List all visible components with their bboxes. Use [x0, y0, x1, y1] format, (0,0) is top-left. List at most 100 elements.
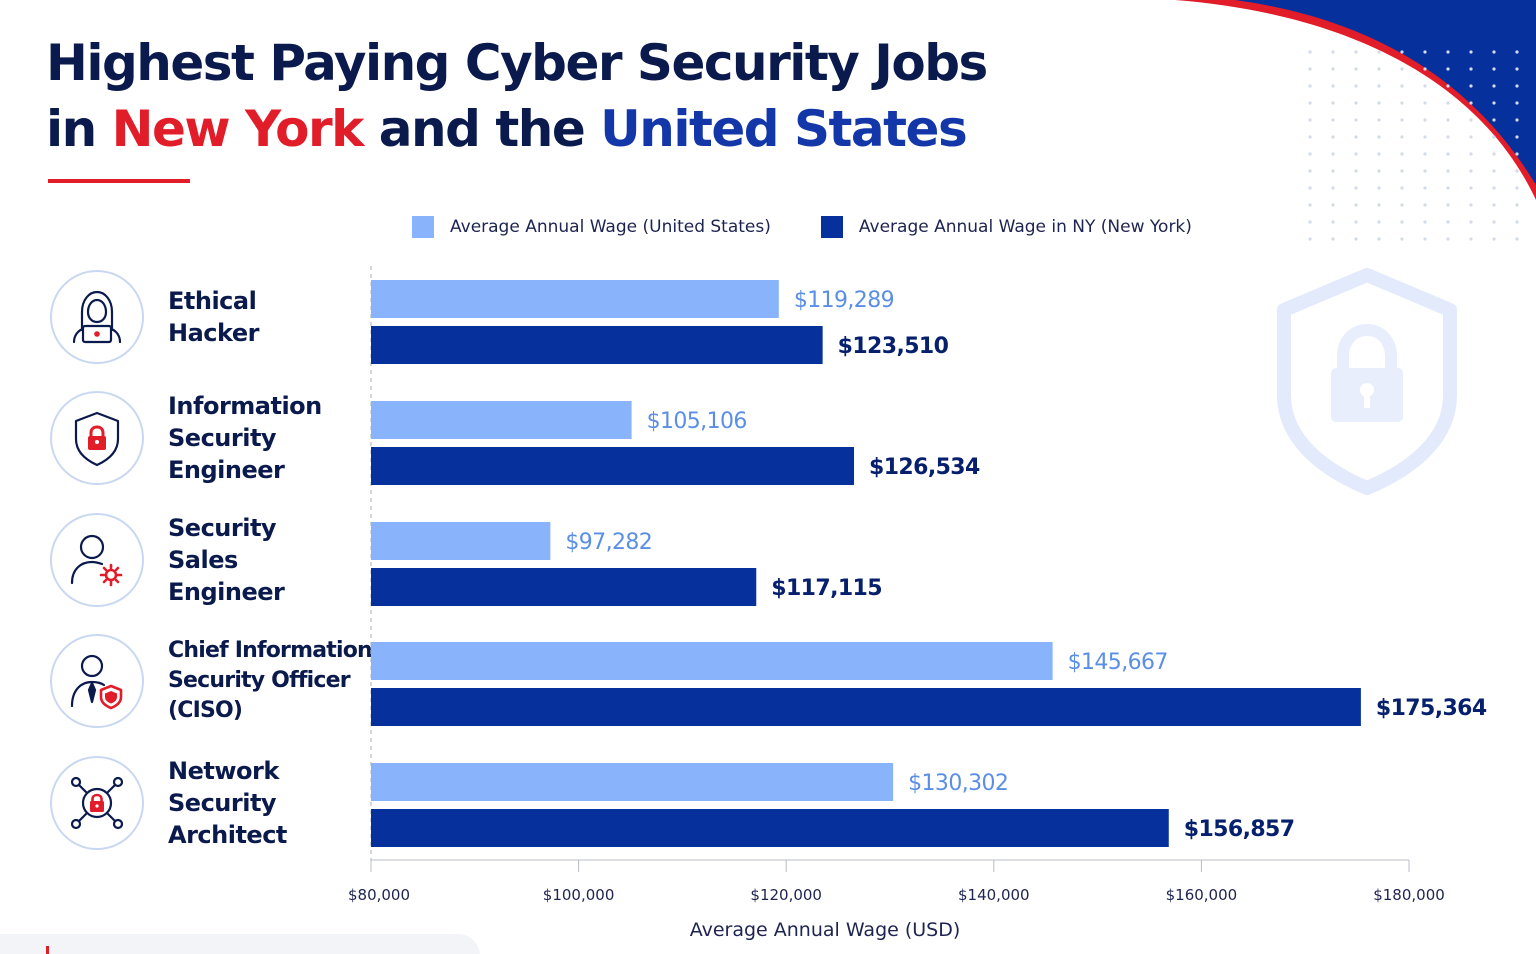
decor-dot: [1423, 84, 1427, 88]
decor-dot: [1400, 135, 1404, 139]
bar-ny: [371, 688, 1361, 726]
decor-dot: [1354, 118, 1358, 122]
decor-dot: [1515, 169, 1519, 173]
decor-dot: [1354, 135, 1358, 139]
decor-dot: [1469, 152, 1473, 156]
decor-dot: [1492, 186, 1496, 190]
job-icon-circle: [50, 513, 144, 607]
data-label-ny: $123,510: [838, 334, 949, 359]
decor-dot: [1515, 101, 1519, 105]
decor-dot: [1469, 135, 1473, 139]
decor-dot: [1308, 50, 1312, 54]
title-highlight-united-states: United States: [600, 100, 968, 158]
decor-dot: [1377, 203, 1381, 207]
legend-label-ny: Average Annual Wage in NY (New York): [858, 217, 1192, 237]
decor-dot: [1492, 237, 1496, 241]
x-tick-label: $100,000: [543, 886, 615, 904]
job-row-information-security-engineer: Information Security Engineer: [50, 388, 370, 488]
job-label-line: Security Officer: [168, 668, 351, 693]
decor-dot: [1515, 84, 1519, 88]
decor-dot: [1515, 152, 1519, 156]
decor-dot: [1354, 169, 1358, 173]
data-label-ny: $117,115: [771, 576, 882, 601]
decor-dot: [1423, 152, 1427, 156]
decor-dot: [1446, 203, 1450, 207]
decor-dot: [1469, 67, 1473, 71]
decor-dot: [1308, 220, 1312, 224]
decor-dot: [1446, 84, 1450, 88]
job-label-line: Ethical: [168, 287, 257, 315]
legend-item-ny: Average Annual Wage in NY (New York): [820, 216, 1192, 238]
job-label: Information Security Engineer: [168, 390, 322, 486]
decor-dot: [1446, 101, 1450, 105]
decor-dot: [1308, 237, 1312, 241]
user-gear-icon: [70, 534, 123, 587]
decor-dot: [1423, 118, 1427, 122]
decor-dot: [1354, 186, 1358, 190]
decor-dot: [1492, 50, 1496, 54]
decor-dot: [1423, 203, 1427, 207]
x-axis-title: Average Annual Wage (USD): [690, 919, 961, 941]
job-label-line: (CISO): [168, 698, 243, 723]
decor-dot: [1331, 203, 1335, 207]
job-row-ciso: Chief Information Security Officer (CISO…: [50, 631, 373, 731]
decor-dot: [1377, 169, 1381, 173]
job-label-line: Security: [168, 789, 277, 817]
decor-dot: [1308, 186, 1312, 190]
decor-dot: [1354, 237, 1358, 241]
decor-dot: [1354, 50, 1358, 54]
decor-dot: [1492, 152, 1496, 156]
decor-dot: [1377, 152, 1381, 156]
decor-dot: [1354, 152, 1358, 156]
decor-dot: [1331, 186, 1335, 190]
legend-item-us: Average Annual Wage (United States): [412, 216, 771, 238]
decor-dot: [1331, 152, 1335, 156]
decor-dot: [1400, 186, 1404, 190]
decor-dot: [1492, 67, 1496, 71]
decor-dot: [1308, 203, 1312, 207]
job-label-line: Network: [168, 757, 279, 785]
decor-dot: [1515, 186, 1519, 190]
job-label-line: Sales: [168, 546, 238, 574]
decor-dot: [1377, 84, 1381, 88]
watermark-lock-icon: [1331, 323, 1403, 422]
decor-dot: [1400, 101, 1404, 105]
footer-card: [0, 934, 480, 954]
decor-dot: [1492, 118, 1496, 122]
decor-dot: [1354, 220, 1358, 224]
decor-dot: [1446, 67, 1450, 71]
job-label-line: Security: [168, 424, 277, 452]
decor-dot: [1308, 152, 1312, 156]
decor-dot: [1331, 50, 1335, 54]
job-row-network-security-architect: Network Security Architect: [50, 753, 370, 853]
decor-dot: [1331, 67, 1335, 71]
decor-dot: [1377, 237, 1381, 241]
job-icon-circle: [50, 270, 144, 364]
decor-dot: [1377, 118, 1381, 122]
decor-dot: [1492, 135, 1496, 139]
decor-dot: [1400, 203, 1404, 207]
decor-dot: [1308, 67, 1312, 71]
shield-lock-icon: [74, 411, 120, 467]
data-label-us: $119,289: [794, 288, 894, 313]
hacker-laptop-icon: [72, 290, 122, 344]
decor-dot: [1377, 67, 1381, 71]
decor-dot: [1492, 101, 1496, 105]
decor-dot: [1423, 101, 1427, 105]
job-label: Network Security Architect: [168, 755, 287, 851]
data-label-us: $105,106: [647, 409, 747, 434]
decor-dot: [1377, 101, 1381, 105]
job-row-security-sales-engineer: Security Sales Engineer: [50, 510, 370, 610]
data-label-us: $130,302: [908, 771, 1008, 796]
decor-dot: [1469, 220, 1473, 224]
bar-ny: [371, 447, 855, 485]
chart-legend: Average Annual Wage (United States) Aver…: [412, 216, 1192, 238]
data-label-ny: $156,857: [1184, 817, 1295, 842]
job-label-line: Engineer: [168, 456, 285, 484]
job-label-line: Security: [168, 514, 277, 542]
decor-dot: [1331, 237, 1335, 241]
decor-dot: [1469, 50, 1473, 54]
decor-dot: [1308, 118, 1312, 122]
decor-dot: [1469, 84, 1473, 88]
